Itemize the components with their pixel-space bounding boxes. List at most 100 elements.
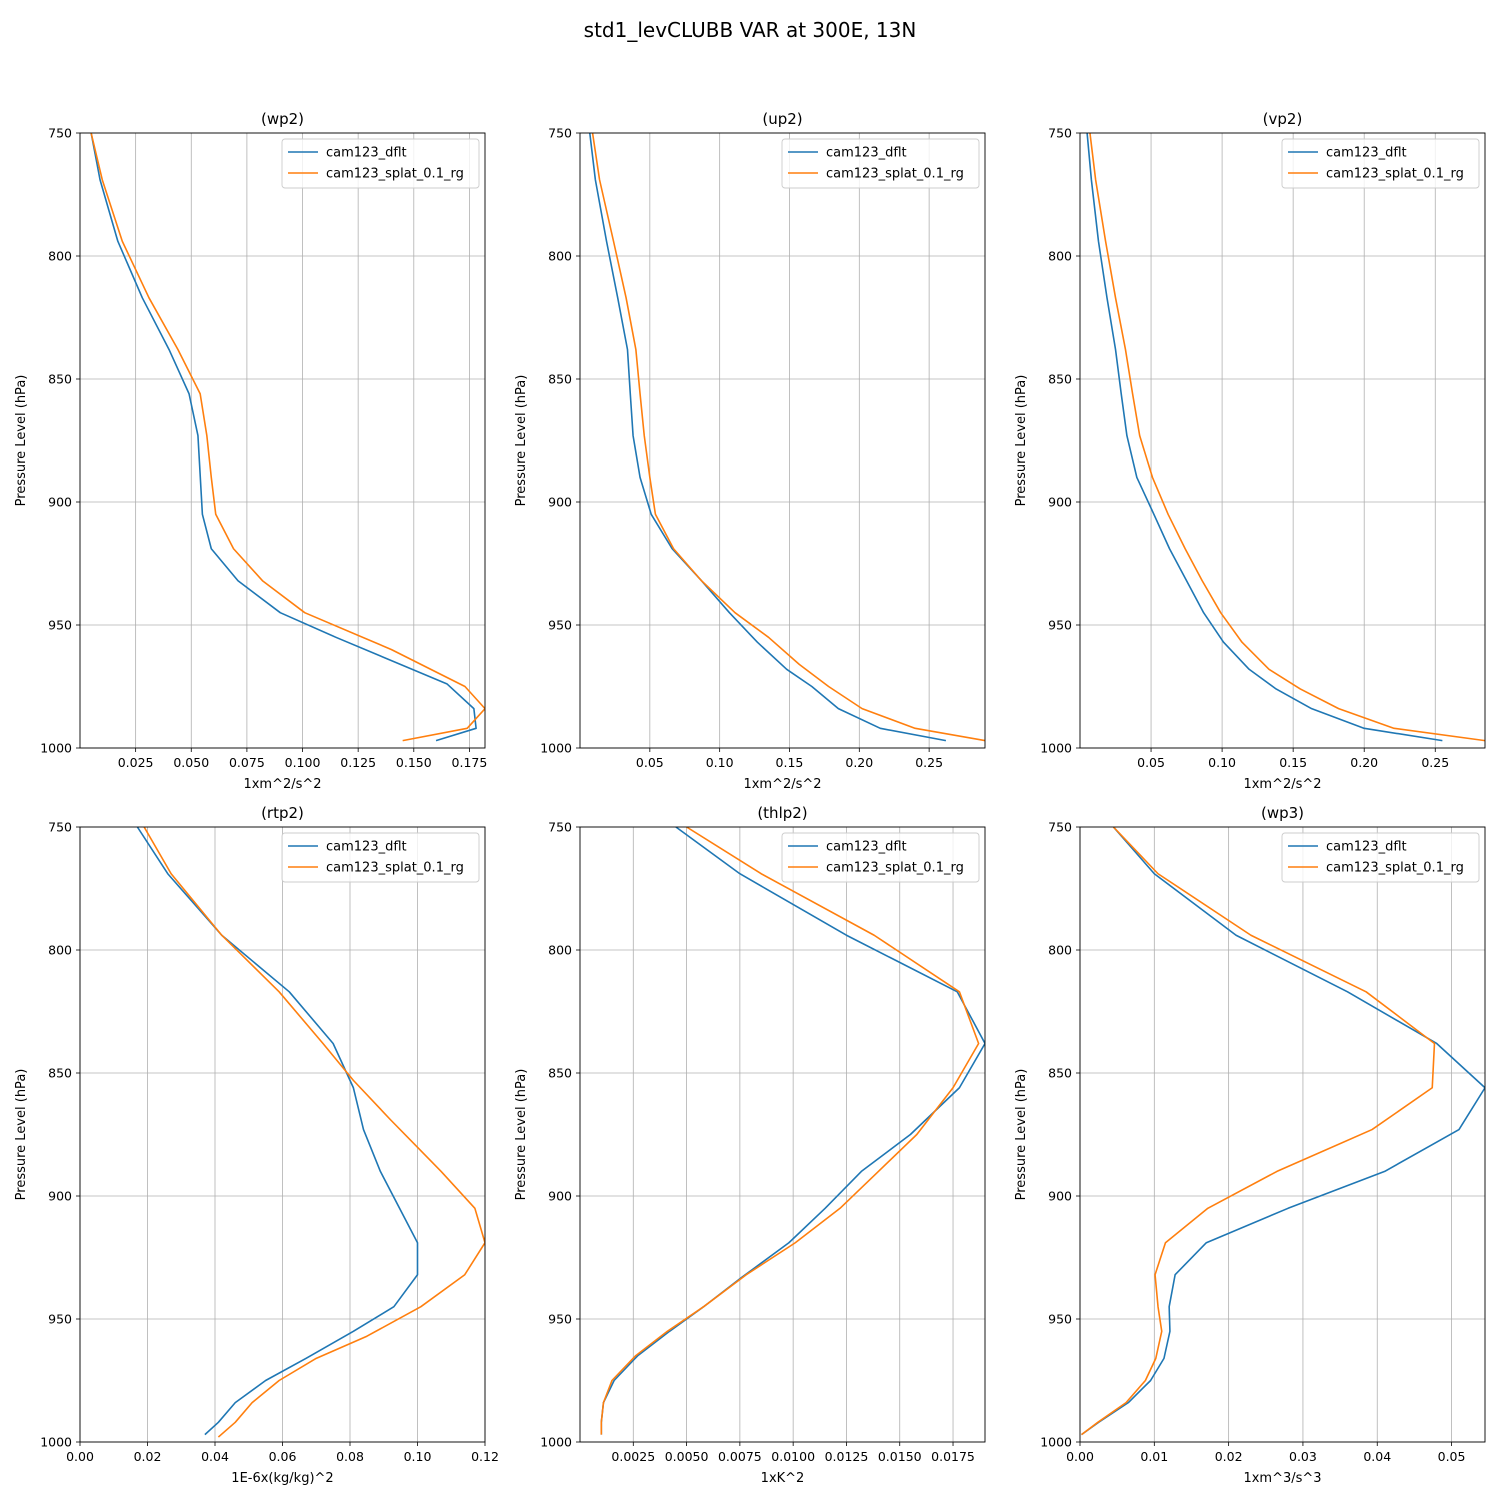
panel-title: (vp2)	[1263, 110, 1303, 128]
y-tick-label: 800	[548, 249, 572, 264]
legend-label-2: cam123_splat_0.1_rg	[1326, 861, 1464, 876]
series-line-1	[588, 133, 947, 742]
y-tick-label: 1000	[540, 741, 572, 756]
x-tick-label: 0.03	[1289, 1449, 1317, 1464]
y-tick-label: 900	[1048, 1189, 1072, 1204]
chart-panel: 0.025 0.050 0.075 0.100 0.125 0.150 0.175 750 80…	[14, 110, 487, 792]
y-axis-label: Pressure Level (hPa)	[514, 375, 529, 507]
panel-title: (wp2)	[261, 110, 304, 128]
x-tick-label: 0.10	[404, 1449, 432, 1464]
series-line-2	[600, 827, 980, 1435]
series-line-1	[136, 827, 419, 1436]
x-tick-label: 0.15	[776, 755, 804, 770]
legend-label-1: cam123_dflt	[826, 840, 907, 855]
chart-panel: 0.05 0.10 0.15 0.20 0.25 750 800 850 900 950 1000 (…	[1014, 110, 1486, 792]
y-tick-label: 850	[548, 1066, 572, 1081]
x-tick-label: 0.08	[336, 1449, 364, 1464]
x-tick-label: 0.0100	[771, 1449, 815, 1464]
series-line-1	[1081, 827, 1485, 1436]
x-tick-label: 0.100	[285, 755, 321, 770]
legend: cam123_dflt cam123_splat_0.1_rg	[281, 138, 480, 189]
x-axis-label: 1E-6x(kg/kg)^2	[231, 1471, 333, 1486]
y-tick-label: 800	[48, 943, 72, 958]
y-tick-label: 1000	[1040, 1435, 1072, 1450]
plot-background	[1080, 133, 1485, 748]
series-line-2	[1081, 827, 1436, 1436]
y-tick-label: 950	[1048, 618, 1072, 633]
y-tick-label: 950	[48, 618, 72, 633]
x-tick-label: 0.05	[1438, 1449, 1466, 1464]
x-axis-label: 1xm^3/s^3	[1243, 1471, 1321, 1486]
series-line-1	[600, 827, 985, 1435]
chart-panel: 0.05 0.10 0.15 0.20 0.25 750 800 850 900 950 1000 (…	[514, 110, 986, 792]
x-tick-label: 0.150	[396, 755, 432, 770]
y-axis-label: Pressure Level (hPa)	[14, 1069, 29, 1201]
legend-label-2: cam123_splat_0.1_rg	[1326, 167, 1464, 182]
x-tick-label: 0.25	[915, 755, 943, 770]
y-tick-label: 850	[1048, 1066, 1072, 1081]
legend-box	[281, 832, 480, 883]
x-tick-label: 0.0125	[825, 1449, 869, 1464]
x-tick-label: 0.05	[1137, 755, 1165, 770]
y-tick-label: 1000	[40, 1435, 72, 1450]
x-tick-label: 0.10	[706, 755, 734, 770]
x-tick-label: 0.075	[229, 755, 265, 770]
x-tick-label: 0.05	[636, 755, 664, 770]
legend-label-2: cam123_splat_0.1_rg	[826, 167, 964, 182]
y-tick-label: 750	[48, 820, 72, 835]
x-tick-label: 0.125	[340, 755, 376, 770]
series-line-2	[90, 133, 485, 742]
y-tick-label: 750	[548, 820, 572, 835]
legend-box	[781, 832, 980, 883]
legend-label-1: cam123_dflt	[826, 146, 907, 161]
y-axis-label: Pressure Level (hPa)	[1014, 1069, 1029, 1201]
legend: cam123_dflt cam123_splat_0.1_rg	[1281, 832, 1480, 883]
y-tick-label: 1000	[1040, 741, 1072, 756]
x-tick-label: 0.20	[1350, 755, 1378, 770]
x-tick-label: 0.04	[1363, 1449, 1391, 1464]
legend: cam123_dflt cam123_splat_0.1_rg	[781, 138, 980, 189]
plot-frame	[579, 826, 986, 1443]
y-tick-label: 750	[1048, 126, 1072, 141]
panel-title: (up2)	[762, 110, 802, 128]
y-tick-label: 1000	[40, 741, 72, 756]
y-tick-label: 900	[48, 495, 72, 510]
legend: cam123_dflt cam123_splat_0.1_rg	[281, 832, 480, 883]
y-tick-label: 850	[48, 372, 72, 387]
y-tick-label: 950	[548, 618, 572, 633]
y-tick-label: 950	[1048, 1312, 1072, 1327]
x-tick-label: 0.00	[66, 1449, 94, 1464]
y-tick-label: 850	[548, 372, 572, 387]
x-axis-label: 1xK^2	[761, 1471, 805, 1486]
plot-background	[580, 133, 985, 748]
x-tick-label: 0.0075	[718, 1449, 762, 1464]
x-tick-label: 0.0050	[665, 1449, 709, 1464]
x-tick-label: 0.0175	[931, 1449, 975, 1464]
plot-background	[580, 827, 985, 1442]
y-tick-label: 800	[48, 249, 72, 264]
x-tick-label: 0.0150	[878, 1449, 922, 1464]
x-tick-label: 0.04	[201, 1449, 229, 1464]
x-tick-label: 0.0025	[611, 1449, 655, 1464]
x-tick-label: 0.10	[1208, 755, 1236, 770]
panel-title: (rtp2)	[261, 804, 304, 822]
legend-label-2: cam123_splat_0.1_rg	[326, 167, 464, 182]
x-tick-label: 0.12	[471, 1449, 499, 1464]
x-axis-label: 1xm^2/s^2	[743, 777, 821, 792]
legend: cam123_dflt cam123_splat_0.1_rg	[1281, 138, 1480, 189]
panels-container: 0.025 0.050 0.075 0.100 0.125 0.150 0.175 750 80…	[14, 110, 1486, 1486]
series-line-2	[1089, 133, 1485, 742]
y-tick-label: 750	[1048, 820, 1072, 835]
y-tick-label: 950	[48, 1312, 72, 1327]
chart-panel: 0.00 0.02 0.04 0.06 0.08 0.10 0.12 750 800 850 900…	[14, 804, 499, 1486]
legend-box	[281, 138, 480, 189]
legend-label-2: cam123_splat_0.1_rg	[326, 861, 464, 876]
plot-frame	[579, 132, 986, 749]
plot-background	[1080, 827, 1485, 1442]
legend-label-1: cam123_dflt	[326, 146, 407, 161]
x-tick-label: 0.050	[173, 755, 209, 770]
x-tick-label: 0.01	[1140, 1449, 1168, 1464]
y-tick-label: 850	[48, 1066, 72, 1081]
y-tick-label: 900	[548, 1189, 572, 1204]
